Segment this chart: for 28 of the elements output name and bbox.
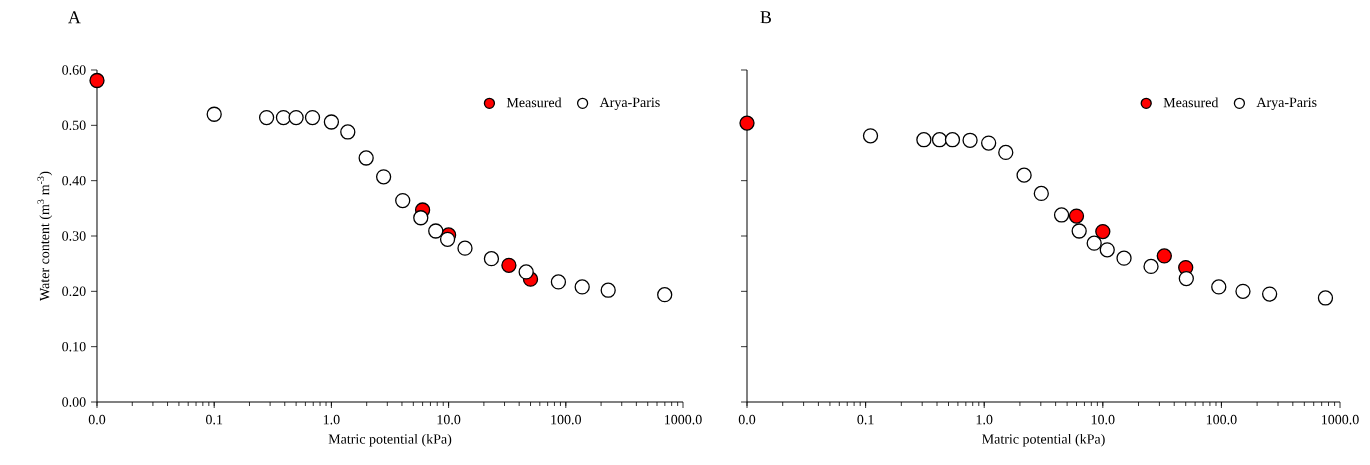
y-tick-label: 0.10	[62, 341, 86, 352]
y-tick-label: 0.60	[62, 65, 86, 75]
y-tick-label: 0.00	[62, 397, 86, 407]
y-axis-title: Water content (m$^{3}$ m$^{-3}$)	[37, 171, 53, 301]
legend-label: Arya-Paris	[599, 97, 660, 110]
x-tick-label: 0.0	[88, 414, 106, 425]
chart-title: A	[68, 11, 81, 24]
legend-label: Arya-Paris	[1256, 97, 1317, 110]
x-tick-label: 10.0	[437, 414, 461, 425]
x-axis-title: Matric potential (kPa)	[982, 433, 1105, 447]
y-tick-label: 0.20	[62, 286, 86, 297]
y-tick-label: 0.50	[62, 120, 86, 131]
x-tick-label: 10.0	[1091, 414, 1115, 425]
x-tick-label: 100.0	[551, 414, 582, 425]
x-tick-label: 1000.0	[664, 414, 702, 425]
y-tick-label: 0.40	[62, 175, 86, 186]
x-tick-label: 1.0	[976, 414, 993, 425]
chart-title: B	[760, 11, 771, 24]
x-tick-label: 1000.0	[1322, 414, 1359, 425]
x-tick-label: 0.0	[738, 414, 756, 425]
x-tick-label: 1.0	[323, 414, 340, 425]
y-tick-label: 0.30	[62, 231, 86, 241]
legend-label: Measured	[1163, 97, 1219, 108]
legend-label: Measured	[506, 97, 562, 108]
x-tick-label: 0.1	[857, 414, 874, 425]
x-tick-label: 0.1	[205, 414, 223, 425]
x-tick-label: 100.0	[1206, 414, 1237, 425]
x-axis-title: Matric potential (kPa)	[328, 433, 452, 447]
